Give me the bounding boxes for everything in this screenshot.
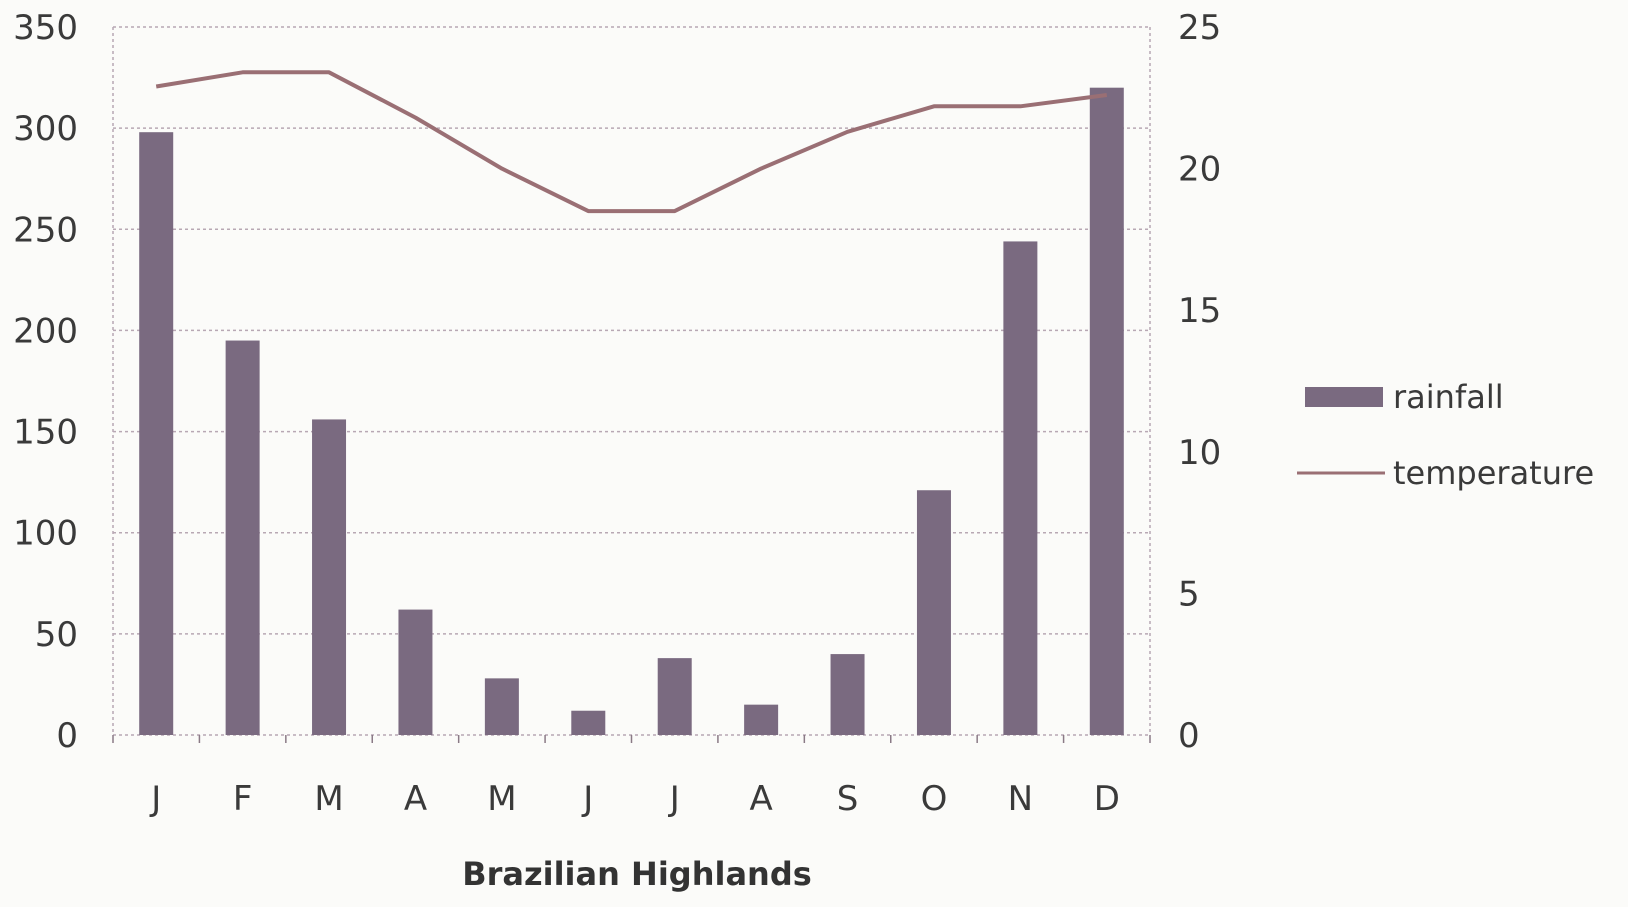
legend: rainfall temperature [1297,378,1594,492]
category-label: N [1008,779,1033,819]
rainfall-bar [312,419,347,735]
right-tick-label: 0 [1178,716,1200,756]
right-tick-label: 5 [1178,574,1200,614]
category-label: J [668,779,680,819]
rainfall-bar [830,654,865,735]
rainfall-bar [1003,241,1038,735]
temperature-line-group [155,70,1108,214]
category-label: A [404,779,427,819]
axes [112,27,1151,743]
right-tick-label: 15 [1178,291,1221,331]
category-label: M [314,779,343,819]
left-tick-label: 0 [56,716,78,756]
left-tick-label: 100 [13,514,78,554]
rainfall-bar [916,490,951,735]
rainfall-bar [398,609,433,735]
rainfall-bar [744,704,779,735]
rainfall-bar [225,340,260,735]
category-label: O [921,779,948,819]
category-label: S [837,779,859,819]
category-label: J [581,779,593,819]
left-tick-label: 350 [13,8,78,48]
legend-temperature-label: temperature [1393,454,1594,492]
legend-rainfall-swatch [1305,387,1383,407]
category-label: M [487,779,516,819]
category-label: J [149,779,161,819]
rainfall-bar [139,132,174,735]
category-label: A [749,779,772,819]
temperature-line [155,70,1108,214]
rainfall-bars [139,87,1124,735]
left-tick-label: 50 [35,615,78,655]
rainfall-bar [484,678,519,735]
right-tick-label: 20 [1178,150,1221,190]
legend-rainfall-label: rainfall [1393,378,1504,416]
left-tick-label: 150 [13,413,78,453]
category-label: F [233,779,253,819]
category-label: D [1094,779,1120,819]
left-tick-label: 200 [13,311,78,351]
rainfall-bar [657,658,692,735]
chart-title: Brazilian Highlands [462,855,812,893]
right-tick-label: 25 [1178,8,1221,48]
rainfall-bar [571,710,606,735]
gridlines [113,26,1150,736]
right-tick-label: 10 [1178,433,1221,473]
left-tick-label: 300 [13,109,78,149]
right-axis-tick-labels: 0 5 10 15 20 25 [1178,8,1221,756]
left-tick-label: 250 [13,210,78,250]
rainfall-bar [1089,87,1124,735]
left-axis-tick-labels: 0 50 100 150 200 250 300 350 [13,8,78,756]
